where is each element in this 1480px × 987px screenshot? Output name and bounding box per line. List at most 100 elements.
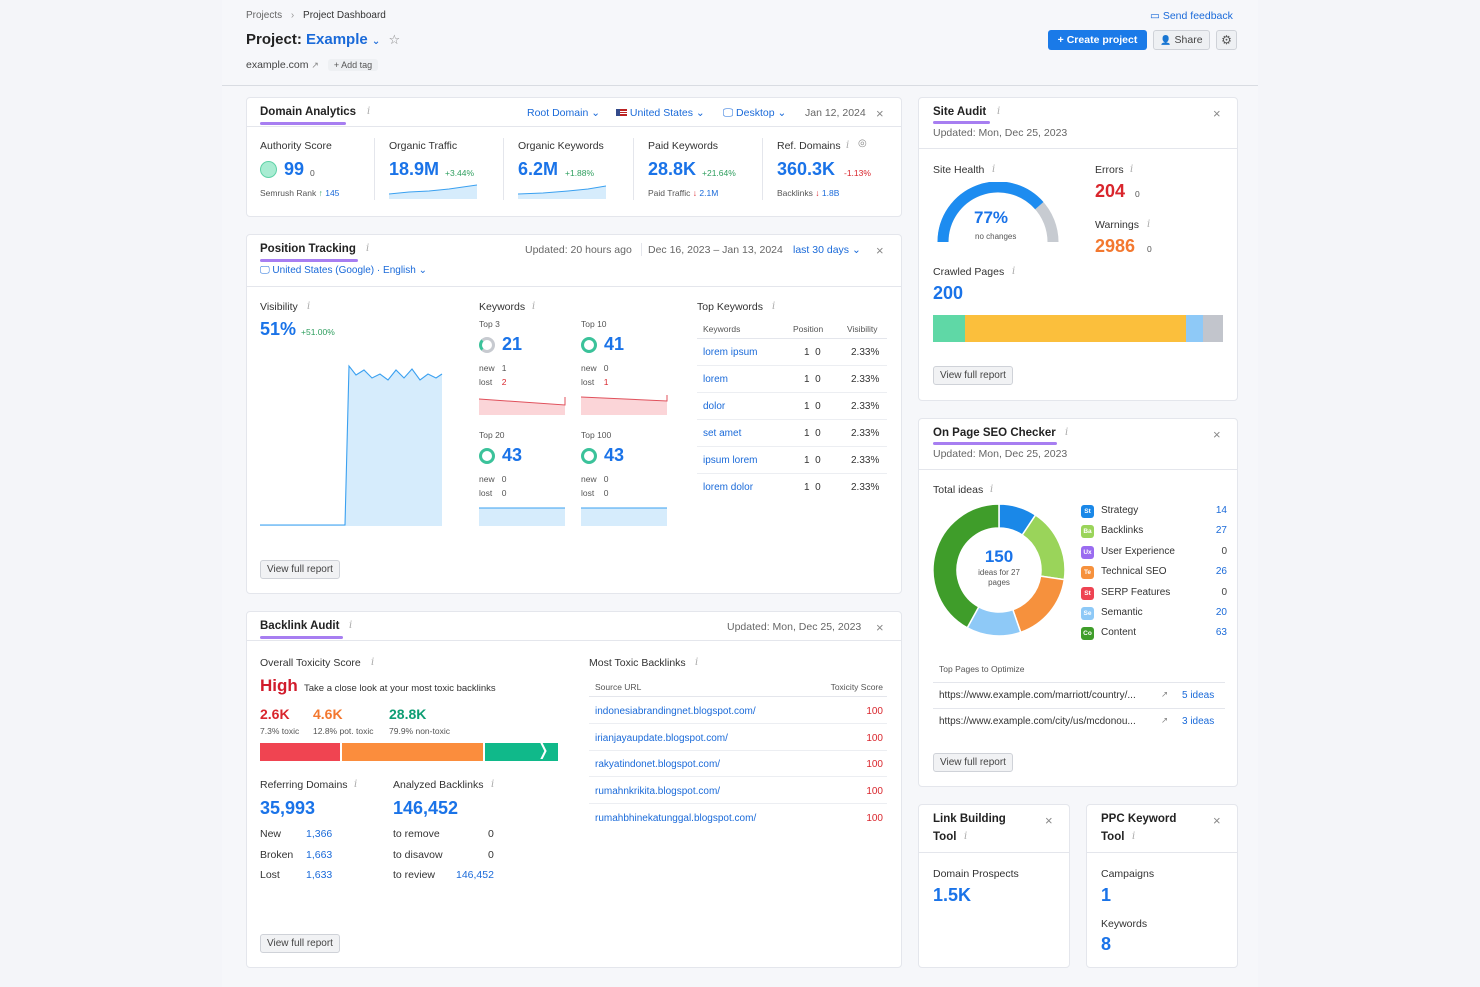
info-icon[interactable]: i (695, 657, 699, 668)
legend-item[interactable]: Co Content 63 (1081, 626, 1227, 642)
errors-value[interactable]: 204 (1095, 181, 1126, 201)
donut-slice-content[interactable] (933, 504, 1000, 629)
top-keywords-label[interactable]: Top Keywords (697, 301, 763, 313)
close-icon[interactable]: × (876, 243, 884, 258)
toxicity-score-label[interactable]: Overall Toxicity Score (260, 657, 361, 669)
device-select[interactable]: 🖵 Desktop ⌄ (723, 107, 787, 119)
info-icon[interactable]: i (491, 779, 495, 790)
ppc-keyword-title-line2[interactable]: Tool (1101, 831, 1125, 843)
top10-value[interactable]: 41 (604, 334, 625, 354)
root-domain-select[interactable]: Root Domain ⌄ (527, 107, 600, 119)
page-ideas-link[interactable]: 3 ideas (1182, 716, 1215, 727)
send-feedback-link[interactable]: ▭ Send feedback (1150, 10, 1233, 22)
broken-value[interactable]: 1,663 (306, 849, 333, 861)
analyzed-backlinks-label[interactable]: Analyzed Backlinks (393, 779, 484, 791)
errors-label[interactable]: Errors (1095, 164, 1124, 176)
info-icon[interactable]: i (1147, 219, 1151, 230)
referring-domains-label[interactable]: Referring Domains (260, 779, 348, 791)
info-icon[interactable]: i (307, 301, 311, 312)
info-icon[interactable]: i (964, 831, 968, 842)
paid-keywords-label[interactable]: Paid Keywords (648, 140, 719, 152)
non-toxic-count[interactable]: 28.8K (389, 706, 427, 722)
backlinks-value[interactable]: 1.8B (821, 188, 840, 198)
external-link-icon[interactable]: ↗ (1161, 689, 1169, 699)
link-building-title[interactable]: Link Building (933, 813, 1006, 825)
legend-item[interactable]: Se Semantic 20 (1081, 606, 1227, 622)
domain-prospects-value[interactable]: 1.5K (933, 885, 972, 905)
close-icon[interactable]: × (876, 620, 884, 635)
share-button[interactable]: 👤 Share (1153, 30, 1210, 50)
domain-link[interactable]: example.com (246, 59, 309, 71)
backlink-audit-title[interactable]: Backlink Audit (260, 620, 340, 632)
period-select[interactable]: last 30 days ⌄ (793, 244, 861, 256)
site-health-label[interactable]: Site Health (933, 164, 985, 176)
legend-value[interactable]: 26 (1215, 566, 1227, 578)
keywords-label[interactable]: Keywords (479, 301, 526, 313)
keyword-link[interactable]: ipsum lorem (703, 455, 758, 466)
most-toxic-backlinks-label[interactable]: Most Toxic Backlinks (589, 657, 686, 669)
info-icon[interactable]: i (1130, 164, 1134, 175)
external-link-icon[interactable]: ↗ (1161, 715, 1169, 725)
crawled-pages-label[interactable]: Crawled Pages (933, 266, 1005, 278)
source-url-link[interactable]: irianjayaupdate.blogspot.com/ (595, 733, 728, 744)
paid-keywords-value[interactable]: 28.8K (648, 159, 697, 179)
position-tracking-title[interactable]: Position Tracking (260, 243, 356, 255)
lost-value[interactable]: 1,633 (306, 869, 333, 881)
info-icon[interactable]: i (772, 301, 776, 312)
close-icon[interactable]: × (1213, 813, 1221, 828)
keyword-link[interactable]: lorem ipsum (703, 347, 758, 358)
organic-traffic-label[interactable]: Organic Traffic (389, 140, 458, 152)
info-icon[interactable]: i (997, 106, 1001, 117)
legend-item[interactable]: Ba Backlinks 27 (1081, 524, 1227, 540)
info-icon[interactable]: i (846, 140, 850, 151)
location-select[interactable]: 🖵 United States (Google) · English ⌄ (260, 265, 427, 276)
toxic-count[interactable]: 2.6K (260, 706, 290, 722)
compare-icon[interactable]: ◎ (858, 138, 867, 149)
pot-toxic-count[interactable]: 4.6K (313, 706, 343, 722)
info-icon[interactable]: i (354, 779, 358, 790)
settings-button[interactable]: ⚙ (1216, 30, 1237, 50)
star-icon[interactable]: ☆ (388, 32, 401, 47)
keywords-value[interactable]: 8 (1101, 934, 1112, 954)
source-url-link[interactable]: rumahbhinekatunggal.blogspot.com/ (595, 813, 757, 824)
external-link-icon[interactable]: ↗ (311, 60, 319, 70)
to-review-value[interactable]: 146,452 (456, 869, 494, 881)
warnings-label[interactable]: Warnings (1095, 219, 1139, 231)
ref-domains-label[interactable]: Ref. Domains (777, 140, 841, 152)
campaigns-value[interactable]: 1 (1101, 885, 1112, 905)
keyword-link[interactable]: lorem dolor (703, 482, 754, 493)
ppc-keyword-title[interactable]: PPC Keyword (1101, 813, 1177, 825)
close-icon[interactable]: × (1213, 106, 1221, 121)
add-tag-button[interactable]: + Add tag (327, 59, 379, 71)
legend-item[interactable]: Te Technical SEO 26 (1081, 565, 1227, 581)
close-icon[interactable]: × (1045, 813, 1053, 828)
page-url[interactable]: https://www.example.com/city/us/mcdonou.… (939, 716, 1136, 727)
top3-value[interactable]: 21 (502, 334, 523, 354)
info-icon[interactable]: i (1132, 831, 1136, 842)
country-select[interactable]: United States ⌄ (616, 107, 705, 119)
close-icon[interactable]: × (1213, 427, 1221, 442)
keyword-link[interactable]: dolor (703, 401, 726, 412)
domain-analytics-title[interactable]: Domain Analytics (260, 106, 357, 118)
paid-traffic-value[interactable]: 2.1M (699, 188, 719, 198)
source-url-link[interactable]: rakyatindonet.blogspot.com/ (595, 759, 721, 770)
info-icon[interactable]: i (990, 484, 994, 495)
info-icon[interactable]: i (1065, 427, 1069, 438)
create-project-button[interactable]: + Create project (1048, 30, 1147, 50)
keyword-link[interactable]: set amet (703, 428, 742, 439)
info-icon[interactable]: i (367, 106, 371, 117)
semrush-rank-value[interactable]: 145 (325, 188, 340, 198)
top100-value[interactable]: 43 (604, 445, 625, 465)
legend-value[interactable]: 14 (1215, 505, 1227, 516)
info-icon[interactable]: i (366, 243, 370, 254)
on-page-seo-title[interactable]: On Page SEO Checker (933, 427, 1056, 439)
ref-domains-value[interactable]: 360.3K (777, 159, 836, 179)
project-name-dropdown[interactable]: Example (306, 31, 368, 48)
new-value[interactable]: 1,366 (306, 828, 333, 840)
crawled-pages-value[interactable]: 200 (933, 283, 964, 303)
chevron-down-icon[interactable]: ⌄ (371, 36, 381, 47)
visibility-label[interactable]: Visibility (260, 301, 298, 313)
close-icon[interactable]: × (876, 106, 884, 121)
warnings-value[interactable]: 2986 (1095, 236, 1136, 256)
keyword-link[interactable]: lorem (703, 374, 729, 385)
